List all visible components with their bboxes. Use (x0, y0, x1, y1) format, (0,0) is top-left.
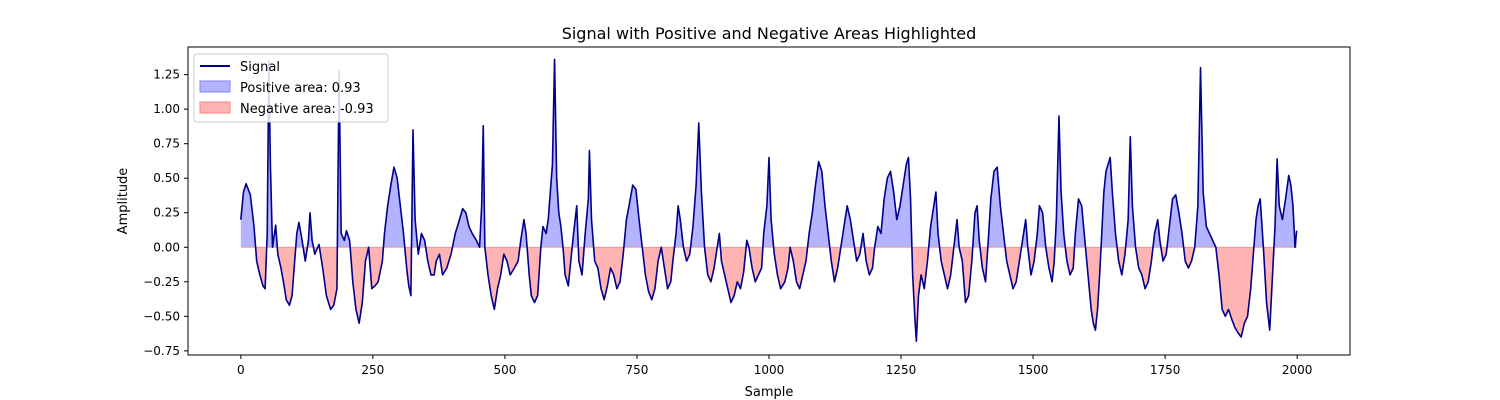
x-tick-label: 1750 (1150, 363, 1181, 377)
legend-positive-swatch (199, 80, 231, 93)
y-tick-label: 1.00 (153, 102, 180, 116)
y-tick-label: 0.50 (153, 171, 180, 185)
x-axis: 0 250 500 750 1000 1250 1500 1750 2000 (237, 355, 1312, 377)
legend-negative-label: Negative area: -0.93 (240, 102, 374, 117)
signal-line (240, 58, 1298, 342)
y-axis-label: Amplitude (116, 168, 131, 235)
x-tick-label: 0 (237, 363, 245, 377)
x-axis-label: Sample (745, 385, 794, 400)
legend: Signal Positive area: 0.93 Negative area… (193, 53, 389, 123)
y-axis: −0.75 −0.50 −0.25 0.00 0.25 0.50 0.75 1.00 1.25 (143, 68, 188, 358)
legend-positive-label: Positive area: 0.93 (240, 81, 361, 96)
positive-area-fill (240, 59, 1297, 248)
chart-title: Signal with Positive and Negative Areas … (562, 24, 977, 43)
negative-area-fill (255, 247, 1274, 342)
x-tick-label: 1250 (886, 363, 917, 377)
legend-signal-label: Signal (240, 60, 280, 75)
x-tick-label: 250 (361, 363, 384, 377)
y-tick-label: 0.00 (153, 240, 180, 254)
x-tick-label: 750 (626, 363, 649, 377)
y-tick-label: −0.25 (143, 275, 180, 289)
x-tick-label: 1500 (1018, 363, 1049, 377)
legend-frame (193, 53, 389, 123)
axes-frame (187, 46, 1351, 356)
x-tick-label: 1000 (754, 363, 785, 377)
y-tick-label: −0.50 (143, 309, 180, 323)
x-tick-label: 500 (493, 363, 516, 377)
y-tick-label: 1.25 (153, 68, 180, 82)
y-tick-label: −0.75 (143, 344, 180, 358)
x-tick-label: 2000 (1282, 363, 1313, 377)
y-tick-label: 0.75 (153, 137, 180, 151)
y-tick-label: 0.25 (153, 206, 180, 220)
plot-area (240, 58, 1298, 342)
legend-negative-swatch (199, 101, 231, 114)
